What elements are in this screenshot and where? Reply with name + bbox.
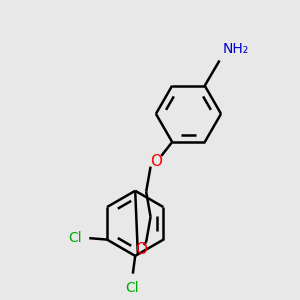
Text: Cl: Cl bbox=[68, 231, 82, 245]
Text: O: O bbox=[150, 154, 162, 169]
Text: Cl: Cl bbox=[125, 281, 139, 295]
Text: NH₂: NH₂ bbox=[223, 42, 249, 56]
Text: O: O bbox=[135, 242, 147, 257]
